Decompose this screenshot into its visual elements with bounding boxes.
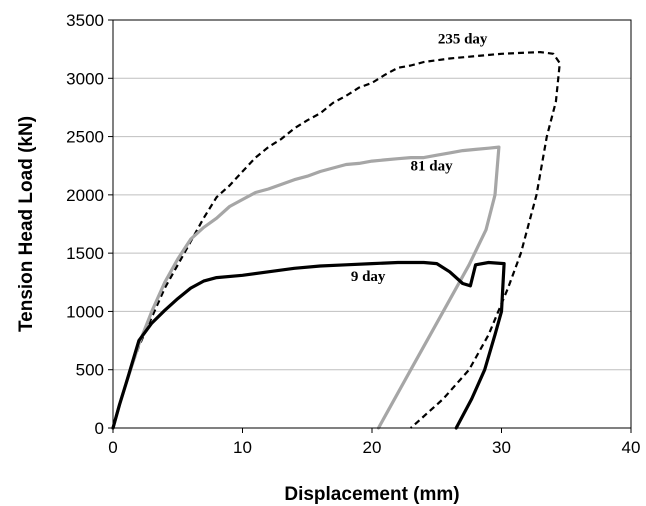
series-line-9-day: [111, 260, 506, 430]
y-tick-label-3500: 3500: [66, 11, 104, 30]
y-tick-label-2000: 2000: [66, 186, 104, 205]
x-tick-label-10: 10: [233, 438, 252, 457]
y-axis-title: Tension Head Load (kN): [16, 116, 37, 332]
x-tick-label-20: 20: [363, 438, 382, 457]
y-tick-label-0: 0: [95, 419, 104, 438]
plot-area-frame: [112, 19, 632, 429]
series-labels: 235 day 81 day 9 day: [351, 31, 488, 285]
y-tick-label-500: 500: [76, 361, 104, 380]
y-tick-label-1500: 1500: [66, 244, 104, 263]
x-tick-label-40: 40: [622, 438, 641, 457]
x-axis-title: Displacement (mm): [284, 484, 459, 505]
gridlines: [113, 77, 631, 371]
series-line-235-day: [111, 51, 561, 429]
series-line-81-day: [111, 145, 501, 430]
series-label-9-day: 9 day: [351, 269, 386, 285]
y-tick-label-3000: 3000: [66, 69, 104, 88]
series-group: [111, 51, 561, 430]
y-tick-label-1000: 1000: [66, 302, 104, 321]
x-tick-label-30: 30: [492, 438, 511, 457]
x-tick-label-0: 0: [108, 438, 117, 457]
series-label-235-day: 235 day: [438, 31, 488, 47]
y-axis-ticks: 0 500 1000 1500 2000 2500 3000 3500: [66, 11, 113, 438]
y-tick-label-2500: 2500: [66, 128, 104, 147]
x-axis-ticks: 0 10 20 30 40: [108, 428, 640, 457]
series-label-81-day: 81 day: [411, 158, 454, 174]
